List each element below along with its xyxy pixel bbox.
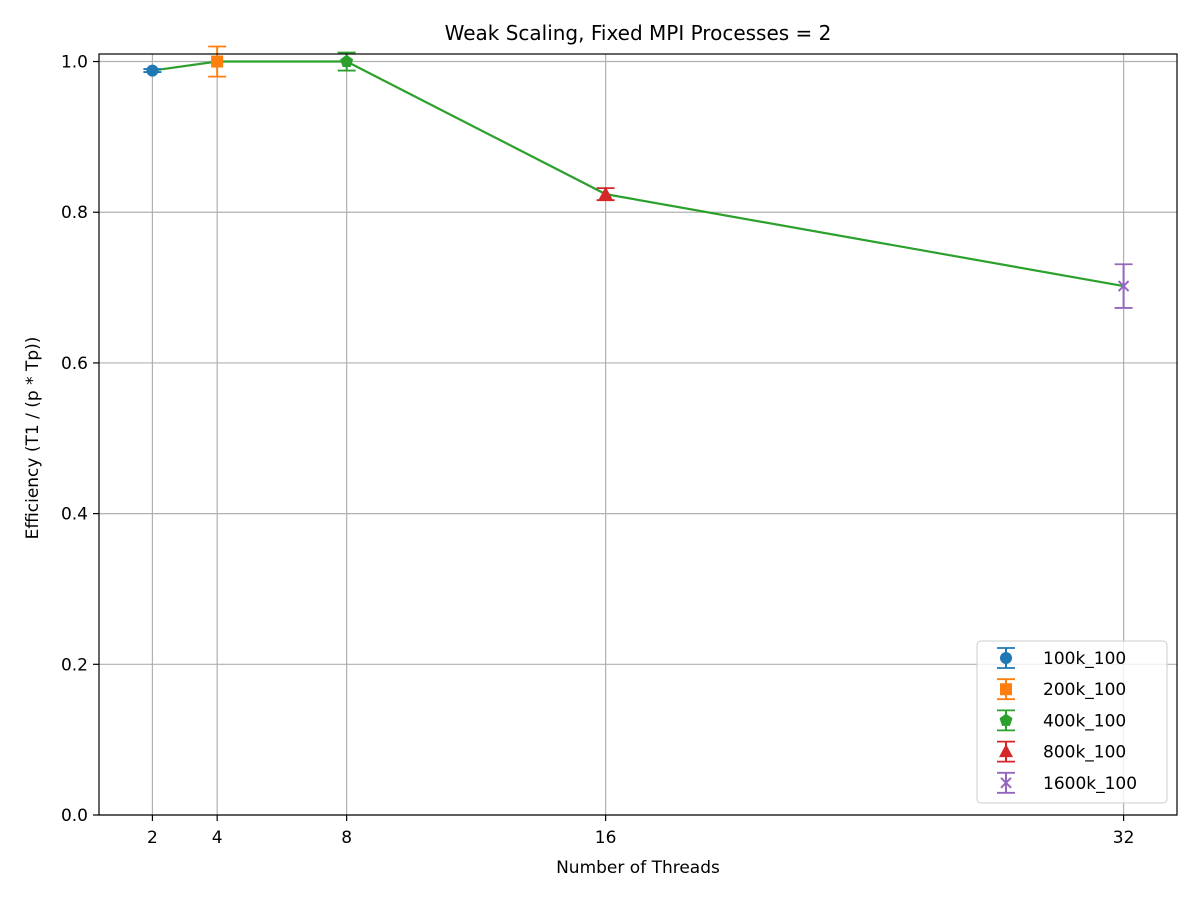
legend-marker-400k_100 <box>999 713 1013 726</box>
data-point-800k_100 <box>598 186 613 200</box>
x-tick-label: 16 <box>595 828 617 848</box>
axis-ticks: 2 4 8 16 32 0.0 0.2 0.4 0.6 0.8 1.0 <box>61 53 1134 848</box>
y-tick-label: 0.0 <box>61 806 88 826</box>
legend-box <box>976 640 1168 804</box>
chart-title: Weak Scaling, Fixed MPI Processes = 2 <box>445 21 832 45</box>
legend-marker-200k_100 <box>1000 683 1012 696</box>
y-tick-label: 0.6 <box>61 354 88 374</box>
grid <box>99 54 1177 816</box>
legend: 100k_100 200k_100 400k_100 800k_100 1600k_10… <box>976 640 1168 804</box>
legend-marker-800k_100 <box>999 744 1013 758</box>
data-point-400k_100 <box>340 54 354 68</box>
legend-marker-100k_100 <box>1000 652 1012 664</box>
data-point-1600k_100 <box>1117 280 1130 292</box>
legend-marker-1600k_100 <box>1000 777 1012 789</box>
axes-frame <box>98 53 1178 816</box>
y-tick-label: 0.8 <box>61 203 88 223</box>
x-tick-label: 8 <box>341 828 352 848</box>
x-tick-label: 2 <box>147 828 158 848</box>
legend-marker-1600k_100-stroke-b <box>1000 777 1012 789</box>
legend-label: 800k_100 <box>1043 743 1126 763</box>
y-tick-label: 0.2 <box>61 655 88 675</box>
legend-label: 1600k_100 <box>1043 774 1137 794</box>
legend-label: 100k_100 <box>1043 649 1126 669</box>
x-tick-label: 4 <box>212 828 223 848</box>
data-point-100k_100 <box>146 64 159 77</box>
data-point-1600k_100-stroke-b <box>1117 280 1130 292</box>
legend-label: 200k_100 <box>1043 680 1126 700</box>
legend-label: 400k_100 <box>1043 711 1126 731</box>
markers-group <box>143 45 1133 309</box>
y-tick-label: 0.4 <box>61 505 88 525</box>
data-point-200k_100 <box>211 55 224 68</box>
y-axis-label: Efficiency (T1 / (p * Tp)) <box>23 337 43 540</box>
x-tick-label: 32 <box>1113 828 1135 848</box>
y-tick-label: 1.0 <box>61 53 88 73</box>
x-axis-label: Number of Threads <box>556 858 720 878</box>
